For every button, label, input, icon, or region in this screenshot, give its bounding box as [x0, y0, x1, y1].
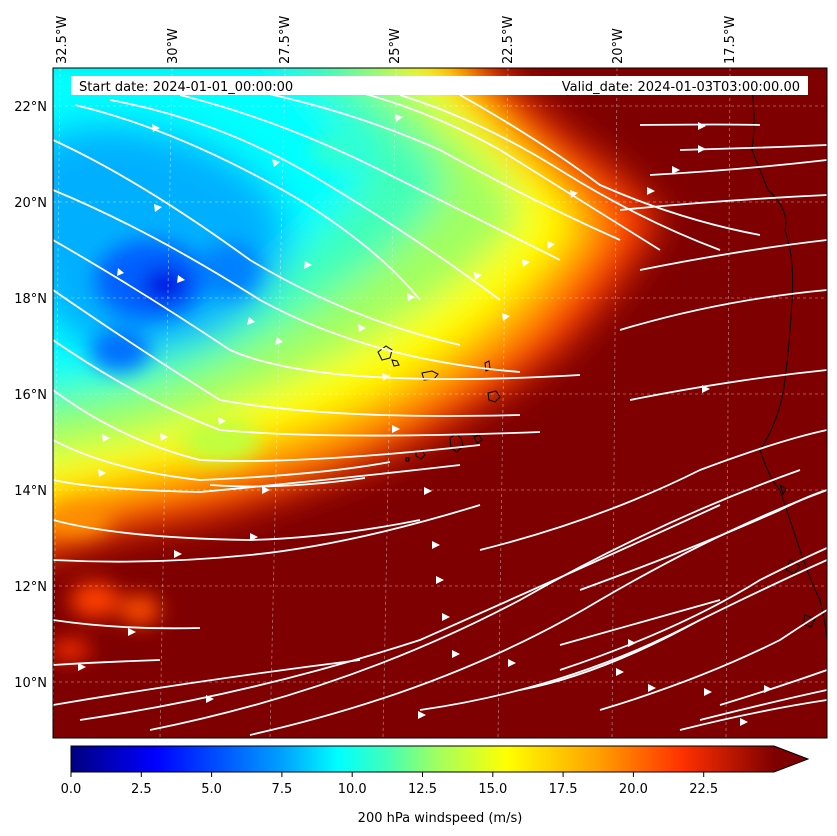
start-date-text: Start date: 2024-01-01_00:00:00 [79, 80, 293, 95]
longitude-labels: 32.5°W 30°W 27.5°W 25°W 22.5°W 20°W 17.5… [55, 16, 738, 64]
colorbar-tick-label: 22.5 [689, 782, 718, 797]
colorbar-tick-label: 17.5 [549, 782, 578, 797]
valid-date-text: Valid_date: 2024-01-03T03:00:00.00 [562, 80, 800, 95]
island-brava [405, 457, 410, 462]
lon-label-22-5w: 22.5°W [501, 16, 516, 64]
lon-label-30w: 30°W [166, 28, 181, 64]
lat-label-22n: 22°N [14, 100, 47, 115]
island-boa-vista [487, 390, 501, 403]
lon-label-25w: 25°W [388, 28, 403, 64]
lat-label-20n: 20°N [14, 196, 47, 211]
colorbar-tick-label: 7.5 [272, 782, 293, 797]
header-box [71, 76, 808, 95]
lon-label-32-5w: 32.5°W [55, 16, 70, 64]
island-santo-antao [377, 345, 393, 361]
lat-label-14n: 14°N [14, 484, 47, 499]
lat-label-18n: 18°N [14, 292, 47, 307]
colorbar-tick-label: 0.0 [61, 782, 82, 797]
colorbar-label: 200 hPa windspeed (m/s) [358, 811, 523, 826]
lat-label-10n: 10°N [14, 676, 47, 691]
colorbar-tick-label: 12.5 [408, 782, 437, 797]
map-frame [52, 67, 828, 739]
latitude-labels: 22°N 20°N 18°N 16°N 14°N 12°N 10°N [14, 100, 47, 691]
colorbar-tick-label: 5.0 [201, 782, 222, 797]
colorbar: 0.0 2.5 5.0 7.5 10.0 12.5 15.0 17.5 20.0 22.5 200… [61, 745, 810, 826]
lon-label-27-5w: 27.5°W [278, 16, 293, 64]
lon-label-17-5w: 17.5°W [723, 16, 738, 64]
colorbar-tick-label: 10.0 [338, 782, 367, 797]
colorbar-tick-label: 20.0 [619, 782, 648, 797]
lat-label-16n: 16°N [14, 388, 47, 403]
lat-label-12n: 12°N [14, 580, 47, 595]
colorbar-gradient [71, 746, 774, 772]
gridlines [53, 68, 827, 738]
streamline-arrows [78, 114, 772, 726]
colorbar-tick-label: 15.0 [478, 782, 507, 797]
streamlines [53, 84, 827, 736]
island-sao-vicente [391, 359, 400, 367]
lon-label-20w: 20°W [611, 28, 626, 64]
colorbar-tick-label: 2.5 [131, 782, 152, 797]
island-maio [473, 434, 483, 444]
colorbar-extend-arrow [774, 746, 808, 772]
windspeed-field [53, 68, 827, 738]
